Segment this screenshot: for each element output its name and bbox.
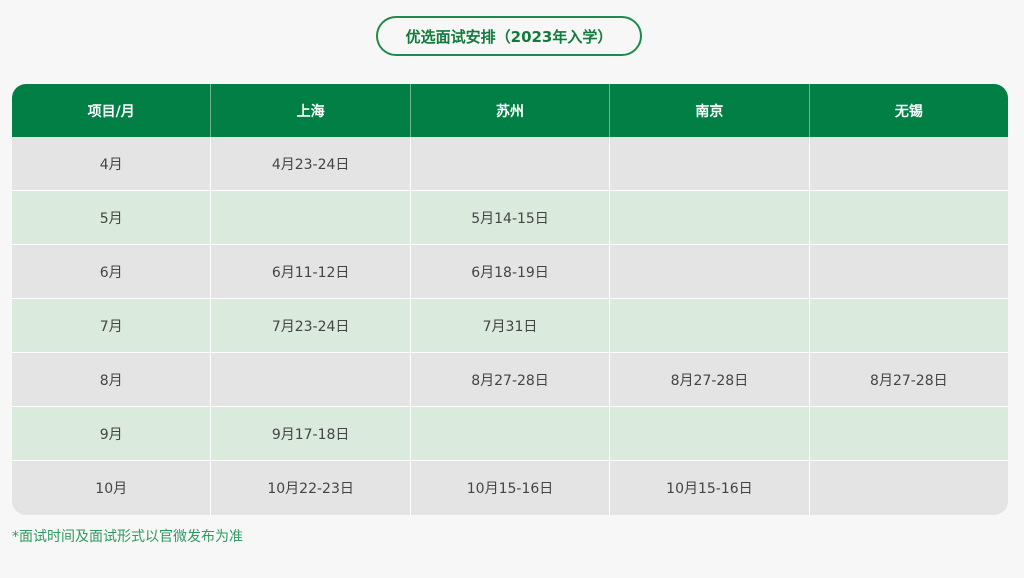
column-header: 上海	[211, 84, 411, 137]
date-cell: 8月27-28日	[610, 353, 810, 407]
date-cell: 6月18-19日	[410, 245, 611, 299]
date-cell: 9月17-18日	[211, 407, 411, 461]
date-cell: 5月14-15日	[410, 191, 611, 245]
date-cell	[809, 137, 1008, 191]
date-cell	[610, 245, 810, 299]
date-cell	[211, 191, 411, 245]
table-row: 8月 8月27-28日 8月27-28日 8月27-28日	[12, 353, 1008, 407]
date-cell: 10月15-16日	[610, 461, 810, 515]
interview-schedule-table: 项目/月 上海 苏州 南京 无锡 4月 4月23-24日 5月 5月14-15日 6月 6月11-…	[12, 84, 1008, 515]
month-cell: 6月	[12, 245, 212, 299]
date-cell	[610, 407, 810, 461]
date-cell	[809, 299, 1008, 353]
month-cell: 8月	[12, 353, 212, 407]
table-row: 6月 6月11-12日 6月18-19日	[12, 245, 1008, 299]
column-header: 苏州	[411, 84, 611, 137]
date-cell: 10月22-23日	[211, 461, 411, 515]
date-cell: 7月23-24日	[211, 299, 411, 353]
column-header: 项目/月	[12, 84, 212, 137]
column-header: 南京	[610, 84, 810, 137]
month-cell: 7月	[12, 299, 212, 353]
month-cell: 5月	[12, 191, 212, 245]
date-cell: 6月11-12日	[211, 245, 411, 299]
date-cell: 10月15-16日	[411, 461, 611, 515]
date-cell: 4月23-24日	[211, 137, 411, 191]
table-row: 5月 5月14-15日	[12, 191, 1008, 245]
date-cell	[809, 245, 1008, 299]
footnote: *面试时间及面试形式以官微发布为准	[12, 529, 243, 545]
date-cell	[610, 299, 810, 353]
date-cell	[610, 191, 810, 245]
table-row: 10月 10月22-23日 10月15-16日 10月15-16日	[12, 461, 1008, 515]
date-cell	[809, 191, 1008, 245]
date-cell	[610, 137, 810, 191]
month-cell: 10月	[12, 461, 212, 515]
date-cell: 8月27-28日	[410, 353, 611, 407]
table-header-row: 项目/月 上海 苏州 南京 无锡	[12, 84, 1008, 137]
date-cell	[809, 407, 1008, 461]
date-cell	[810, 461, 1008, 515]
schedule-title: 优选面试安排（2023年入学）	[376, 16, 642, 56]
date-cell: 7月31日	[410, 299, 611, 353]
date-cell	[211, 353, 411, 407]
month-cell: 9月	[12, 407, 212, 461]
date-cell	[410, 407, 611, 461]
table-row: 4月 4月23-24日	[12, 137, 1008, 191]
month-cell: 4月	[12, 137, 212, 191]
date-cell: 8月27-28日	[809, 353, 1008, 407]
table-row: 9月 9月17-18日	[12, 407, 1008, 461]
date-cell	[410, 137, 611, 191]
column-header: 无锡	[894, 103, 923, 120]
table-row: 7月 7月23-24日 7月31日	[12, 299, 1008, 353]
